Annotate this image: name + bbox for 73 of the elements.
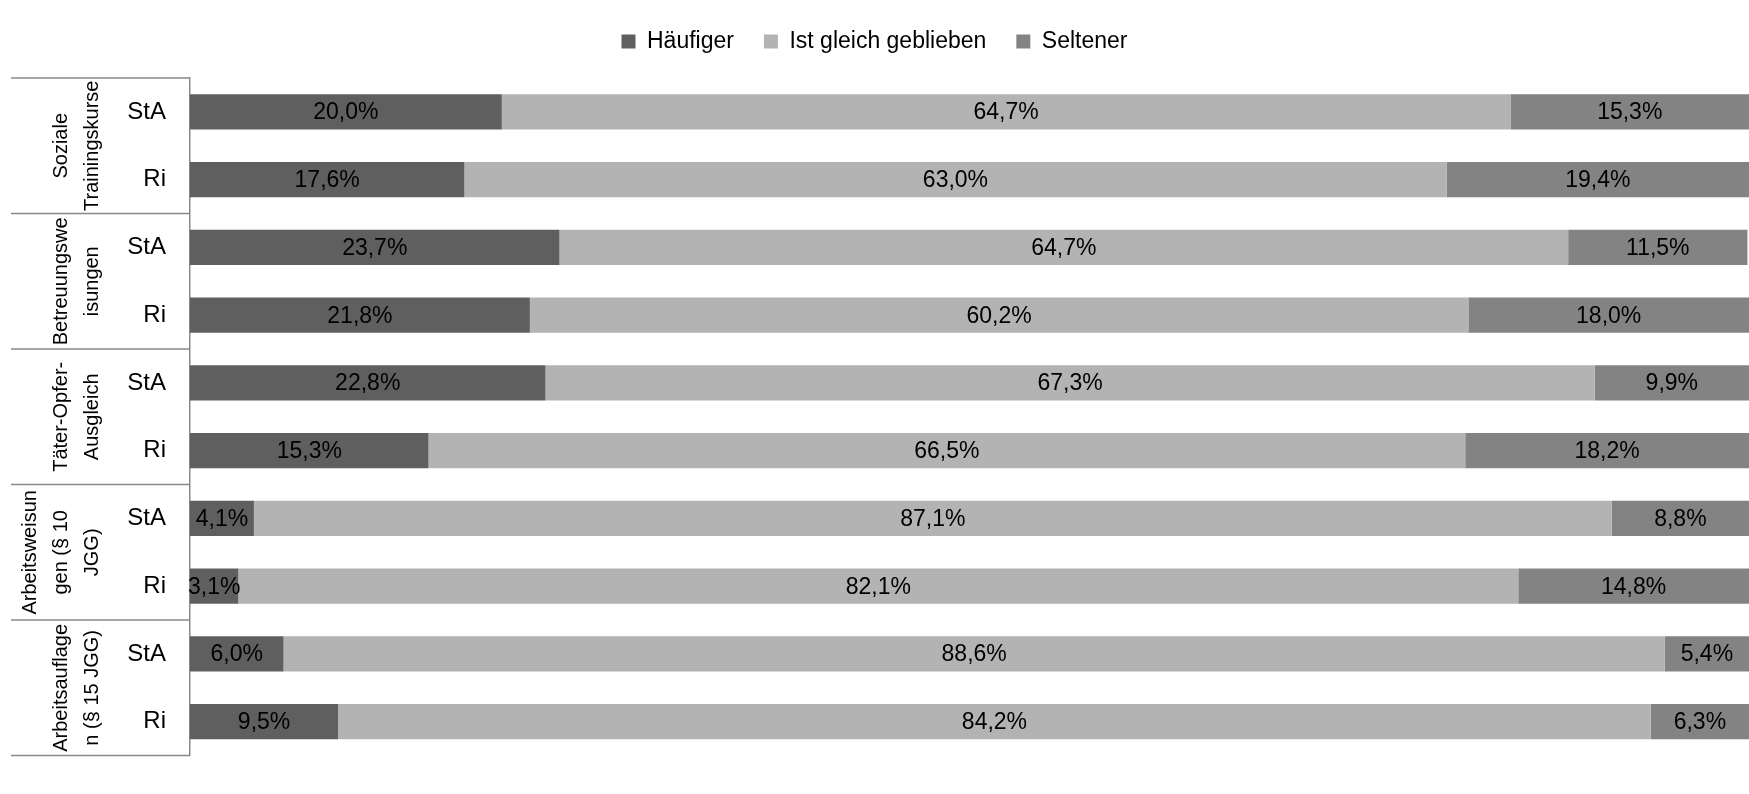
data-label: 60,2%	[966, 301, 1032, 328]
bar	[1594, 365, 1749, 401]
y-tick-label: Ri	[143, 706, 166, 734]
bar	[545, 365, 1595, 401]
bar	[283, 636, 1665, 672]
y-tick-label: Ri	[143, 164, 166, 192]
y-tick-label: Ri	[143, 570, 166, 598]
y-tick-label: StA	[127, 367, 166, 395]
data-label: 11,5%	[1626, 233, 1690, 260]
legend-label: Häufiger	[646, 26, 735, 53]
y-tick-label: StA	[127, 503, 166, 531]
data-label: 22,8%	[335, 369, 401, 396]
data-label: 5,4%	[1680, 640, 1734, 667]
data-label: 6,0%	[210, 640, 263, 667]
data-label: 6,3%	[1673, 708, 1727, 735]
bar	[190, 636, 284, 672]
data-label: 19,4%	[1565, 165, 1631, 192]
data-label: 66,5%	[914, 437, 980, 464]
bar	[190, 162, 465, 198]
data-label: 20,0%	[313, 98, 379, 125]
bar	[190, 704, 339, 740]
data-label: 23,7%	[342, 233, 408, 260]
data-label: 82,1%	[845, 572, 911, 599]
bar	[190, 229, 560, 266]
data-label: 17,6%	[294, 165, 360, 192]
bar	[428, 433, 1466, 469]
bar	[464, 162, 1447, 198]
legend-label: Seltener	[1041, 26, 1128, 53]
data-label: 63,0%	[922, 165, 989, 192]
data-label: 14,8%	[1601, 572, 1667, 599]
data-label: 18,0%	[1576, 301, 1642, 328]
data-label: 67,3%	[1037, 369, 1103, 396]
bar	[1468, 297, 1749, 333]
data-label: 4,1%	[195, 504, 249, 531]
data-label: 88,6%	[941, 640, 1007, 667]
bar	[501, 94, 1511, 130]
bar	[529, 297, 1469, 333]
bar	[1518, 568, 1749, 604]
y-tick-label: StA	[127, 638, 166, 666]
y-tick-label: StA	[127, 232, 166, 260]
data-label: 18,2%	[1574, 437, 1640, 464]
data-label: 9,5%	[237, 708, 291, 735]
text: Täter-Opfer- Ausgleich	[48, 361, 102, 472]
y-tick-label: Ri	[143, 299, 166, 327]
data-label: 9,9%	[1645, 369, 1699, 396]
legend-label: Ist gleich geblieben	[789, 26, 987, 53]
data-label: 87,1%	[900, 504, 966, 531]
text: Betreuungswe isungen	[48, 217, 102, 346]
data-label: 64,7%	[973, 98, 1039, 125]
bar	[238, 568, 1519, 604]
data-label: 8,8%	[1654, 504, 1707, 531]
bar	[253, 500, 1612, 537]
y-tick-label: Ri	[143, 435, 166, 463]
data-label: 64,7%	[1031, 233, 1097, 260]
text: Arbeitsauflage n (§ 15 JGG)	[48, 623, 102, 752]
bar	[190, 433, 429, 469]
data-label: 21,8%	[327, 301, 393, 328]
data-label: 15,3%	[1597, 98, 1663, 125]
bar	[1568, 229, 1748, 266]
bar	[1611, 500, 1749, 537]
bar	[1465, 433, 1749, 469]
y-tick-label: StA	[127, 96, 166, 124]
bar	[1510, 94, 1749, 130]
data-label: 84,2%	[961, 708, 1028, 735]
bar	[338, 704, 1651, 740]
bar	[190, 365, 546, 401]
bar	[1446, 162, 1749, 198]
data-label: 15,3%	[276, 437, 342, 464]
bar	[190, 297, 530, 333]
bar	[559, 229, 1569, 266]
text: Soziale Trainingskurse	[48, 80, 102, 211]
text: Arbeitsweisun gen (§ 10 JGG)	[17, 490, 102, 615]
bar	[190, 94, 502, 130]
